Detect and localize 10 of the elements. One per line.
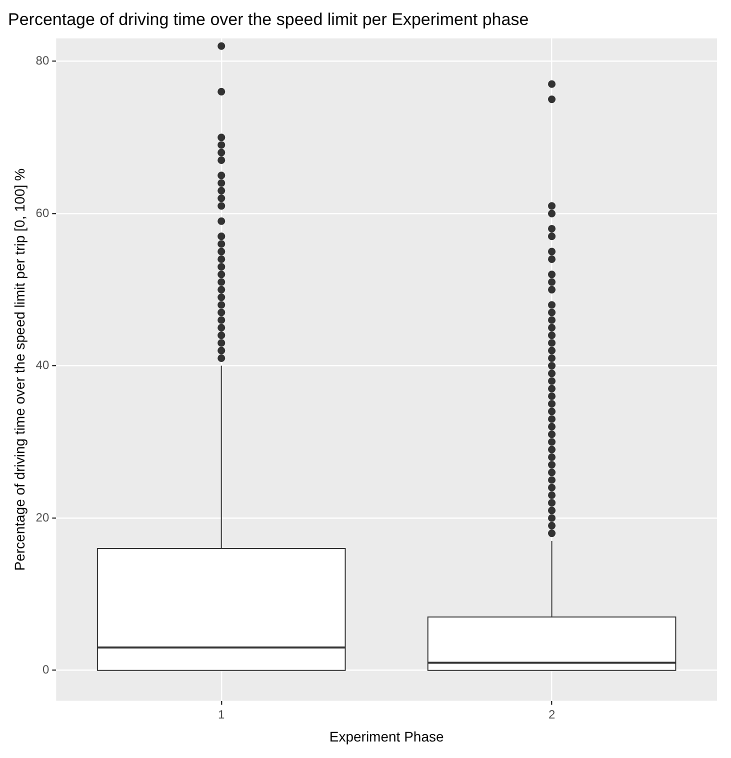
- chart-title: Percentage of driving time over the speed limit per Experiment phase: [8, 10, 529, 29]
- y-tick-label: 60: [36, 206, 50, 220]
- y-tick-label: 20: [36, 510, 50, 524]
- x-axis-title: Experiment Phase: [329, 728, 444, 744]
- y-tick-label: 0: [42, 662, 50, 677]
- y-tick-label: 80: [36, 54, 50, 68]
- y-axis-title: Percentage of driving time over the speed limit per trip [0, 100] %: [11, 168, 28, 571]
- y-tick-label: 40: [36, 358, 50, 372]
- x-tick-label: 1: [218, 707, 226, 722]
- x-tick-label: 2: [548, 707, 556, 722]
